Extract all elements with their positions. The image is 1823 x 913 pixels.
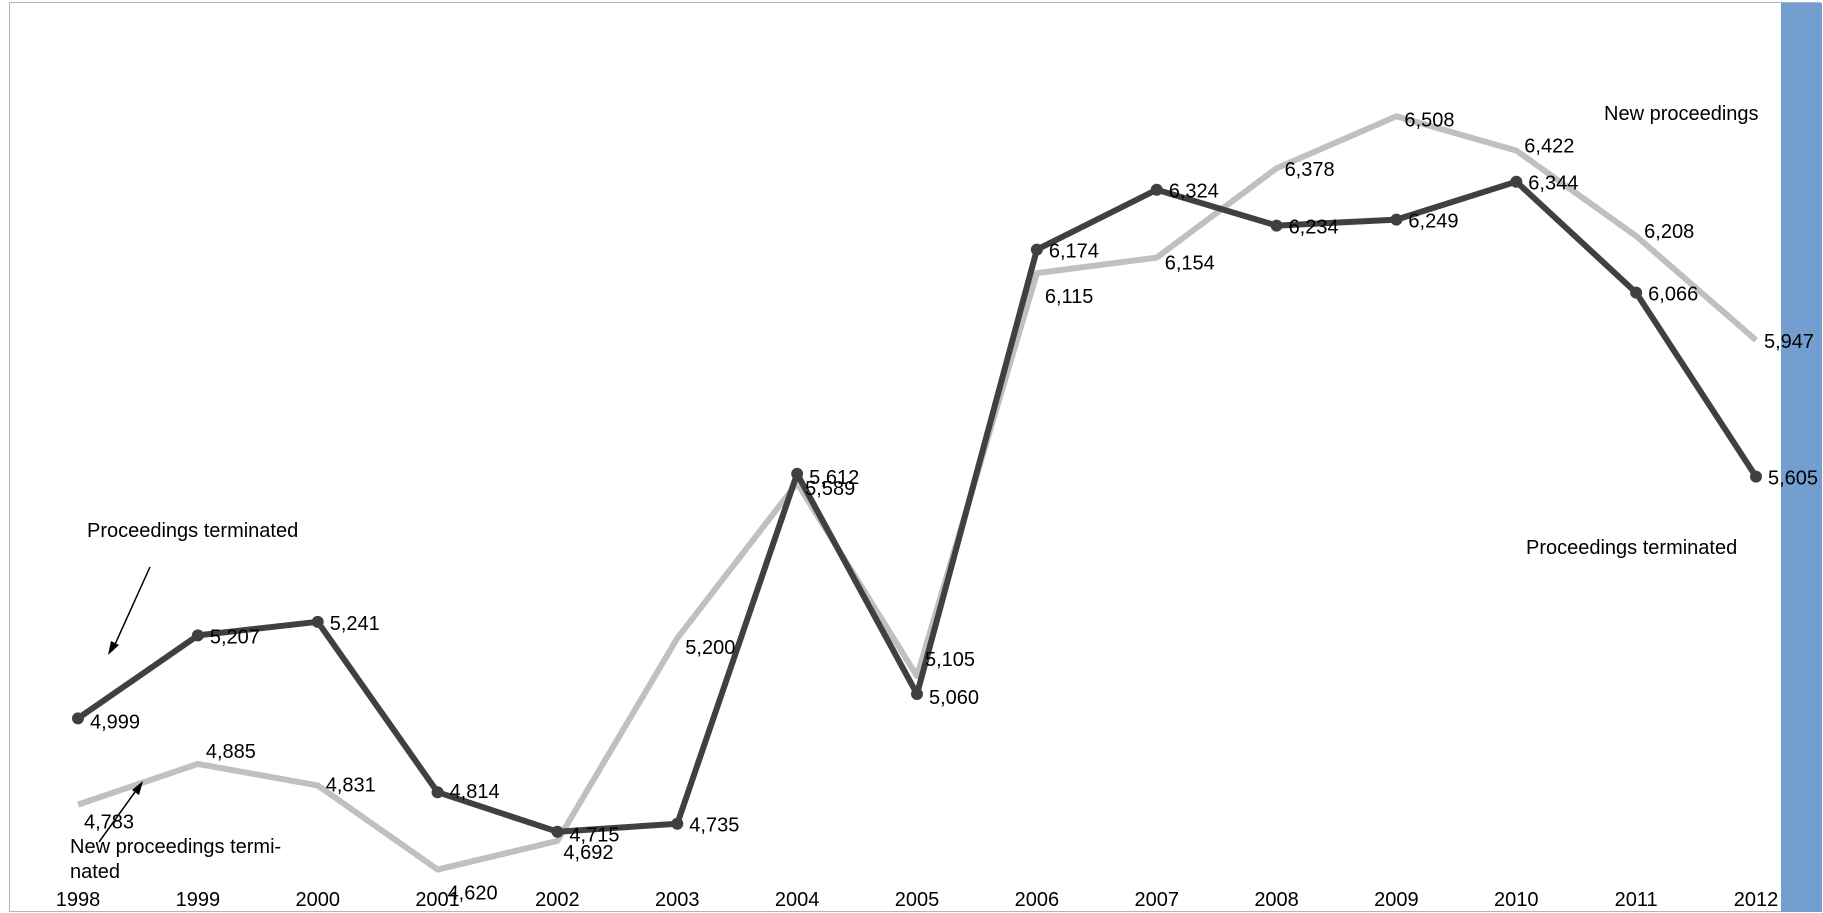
x-tick-label: 2006 xyxy=(1015,889,1060,911)
data-label: 5,060 xyxy=(929,687,979,709)
data-label: 6,378 xyxy=(1285,159,1335,181)
x-axis-ticks: 1998 1999 2000 2001 2002 2003 2004 2005 2006 2007… xyxy=(56,889,1779,911)
data-label: 5,612 xyxy=(809,467,859,489)
data-label: 4,692 xyxy=(563,842,613,864)
arrow-terminated-head xyxy=(108,641,119,655)
annotations: New proceedings Proceedings terminated P… xyxy=(70,103,1759,883)
data-label: 6,154 xyxy=(1165,253,1215,275)
data-point xyxy=(1390,213,1403,226)
data-label: 5,605 xyxy=(1768,468,1818,490)
data-label: 4,735 xyxy=(689,815,739,837)
data-point xyxy=(1750,470,1762,483)
data-point xyxy=(911,688,923,701)
data-labels: 4,783 4,885 4,831 4,620 4,692 5,200 5,589 5,105… xyxy=(84,109,1818,904)
x-tick-label: 2007 xyxy=(1134,889,1179,911)
data-point xyxy=(1030,243,1043,256)
data-label: 5,200 xyxy=(685,637,735,659)
annotation-new-proceedings-terminated-line1: New proceedings termi- xyxy=(70,836,281,858)
data-label: 6,066 xyxy=(1648,284,1698,306)
data-label: 6,115 xyxy=(1045,286,1094,308)
data-label: 6,422 xyxy=(1524,136,1574,158)
arrow-new-head xyxy=(132,781,143,795)
data-point xyxy=(671,817,684,830)
series-layer xyxy=(72,113,1762,873)
series-line-new-proceedings xyxy=(77,113,1758,873)
data-label: 6,508 xyxy=(1404,109,1454,131)
x-tick-label: 2010 xyxy=(1494,889,1539,911)
annotation-proceedings-terminated-left: Proceedings terminated xyxy=(87,520,298,542)
data-point xyxy=(1630,286,1643,299)
annotation-new-proceedings-right: New proceedings xyxy=(1604,103,1759,125)
x-tick-label: 2005 xyxy=(895,889,940,911)
x-tick-label: 2011 xyxy=(1615,889,1658,911)
data-label: 4,999 xyxy=(90,711,140,733)
data-label: 5,105 xyxy=(925,649,975,671)
data-point xyxy=(1150,183,1163,196)
x-tick-label: 2009 xyxy=(1374,889,1419,911)
data-point xyxy=(1510,175,1523,188)
data-label: 6,174 xyxy=(1049,241,1099,263)
data-label: 6,234 xyxy=(1289,217,1339,239)
data-label: 4,885 xyxy=(206,741,256,763)
data-label: 4,715 xyxy=(569,825,619,847)
annotation-new-proceedings-terminated-line2: nated xyxy=(70,861,120,883)
x-tick-label: 1999 xyxy=(176,889,221,911)
side-bar xyxy=(1781,3,1822,912)
series-line-proceedings-terminated xyxy=(76,178,1759,835)
x-tick-label: 2002 xyxy=(535,889,580,911)
x-tick-label: 2000 xyxy=(295,889,340,911)
data-label: 4,831 xyxy=(326,774,376,796)
data-point xyxy=(1270,219,1283,232)
x-tick-label: 2008 xyxy=(1254,889,1299,911)
arrow-terminated-line xyxy=(111,566,151,652)
data-point xyxy=(551,825,564,838)
data-point xyxy=(191,629,204,642)
data-label: 5,241 xyxy=(330,613,380,635)
data-point xyxy=(431,786,444,799)
data-label: 6,208 xyxy=(1644,221,1694,243)
data-label: 5,589 xyxy=(805,478,855,500)
x-tick-label: 2001 xyxy=(415,889,460,911)
arrow-new-line xyxy=(98,784,141,843)
data-point xyxy=(311,615,324,628)
data-label: 6,249 xyxy=(1408,211,1458,233)
x-tick-label: 1998 xyxy=(56,889,101,911)
data-label: 4,783 xyxy=(84,812,134,834)
data-label: 5,947 xyxy=(1764,331,1814,353)
x-tick-label: 2003 xyxy=(655,889,700,911)
x-tick-label: 2012 xyxy=(1734,889,1779,911)
data-label: 4,814 xyxy=(450,781,500,803)
data-point xyxy=(791,467,804,480)
data-point xyxy=(72,712,84,725)
data-label: 5,207 xyxy=(210,626,260,648)
data-label: 6,344 xyxy=(1528,173,1578,195)
x-tick-label: 2004 xyxy=(775,889,820,911)
data-label: 6,324 xyxy=(1169,181,1219,203)
annotation-proceedings-terminated-right: Proceedings terminated xyxy=(1526,537,1737,559)
data-label: 4,620 xyxy=(448,883,498,905)
